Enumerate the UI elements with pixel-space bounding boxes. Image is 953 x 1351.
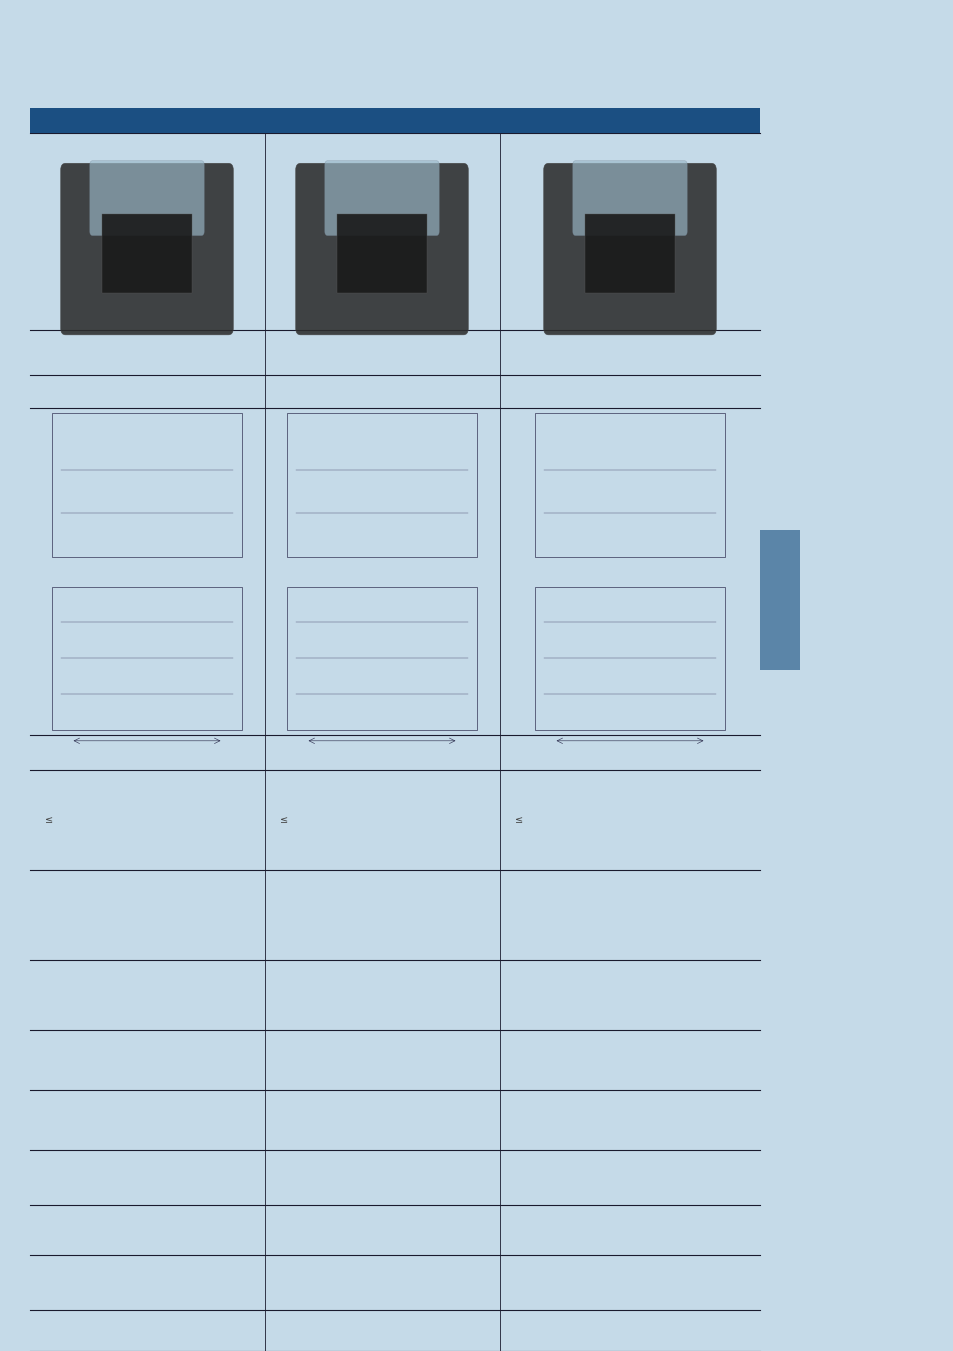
FancyBboxPatch shape [324,161,438,235]
Bar [534,413,724,557]
Bar [286,586,476,730]
Text: ≤: ≤ [45,815,53,825]
FancyBboxPatch shape [572,161,686,235]
Text: ≤: ≤ [515,815,522,825]
FancyBboxPatch shape [90,161,204,235]
FancyBboxPatch shape [61,163,233,335]
Bar [534,586,724,730]
Bar [336,213,427,293]
Text: ≤: ≤ [280,815,288,825]
FancyBboxPatch shape [295,163,468,335]
FancyBboxPatch shape [543,163,716,335]
Bar [102,213,193,293]
Bar [51,413,242,557]
Bar [51,586,242,730]
Bar [760,530,800,670]
Bar [584,213,675,293]
Bar [286,413,476,557]
Bar [30,108,760,132]
